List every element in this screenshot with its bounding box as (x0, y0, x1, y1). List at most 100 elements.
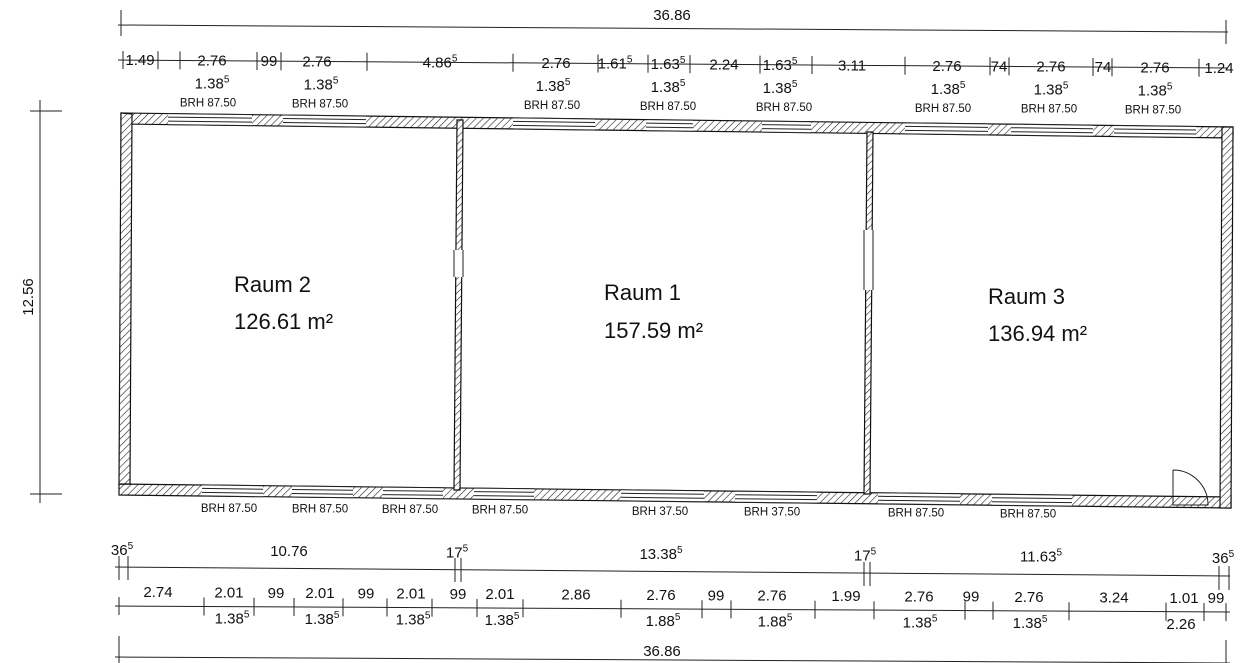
top-dimension-value: 1.49 (125, 52, 154, 69)
bottom-window-height-value: 1.38 (903, 614, 932, 631)
bottom-dimension-value: 2.76 (757, 588, 786, 605)
top-dimension-value: 2.76 (1036, 59, 1065, 76)
window-pane (991, 497, 1073, 500)
window-pane (512, 120, 596, 123)
window-pane (991, 504, 1073, 507)
right-wall (1219, 126, 1234, 509)
bottom-window-height: 1.885 (646, 612, 681, 630)
bottom-room-dimension: 365 (111, 541, 134, 559)
top-dimension-value: 2.76 (932, 58, 961, 75)
top-dimension: 2.76 (1140, 60, 1169, 77)
bottom-dimension: 99 (450, 586, 467, 603)
bottom-window-height-value: 1.88 (758, 614, 787, 631)
bottom-window-sill: BRH 87.50 (472, 505, 528, 517)
window-pane (512, 128, 596, 131)
top-dimension: 4.865 (423, 53, 458, 71)
bottom-room-dimension: 175 (446, 543, 469, 561)
window-pane (761, 131, 812, 134)
door-swing (1172, 469, 1209, 506)
bottom-room-dimension: 10.76 (270, 543, 308, 560)
top-window-sill-value: BRH 87.50 (1021, 104, 1077, 116)
window-pane (201, 484, 264, 487)
bottom-dimension: 2.01 (305, 585, 334, 602)
overall-bottom-dimension: 36.86 (114, 636, 1231, 663)
window-pane (904, 129, 989, 132)
bottom-room-dimension-superscript: 5 (1229, 549, 1235, 560)
bottom-room-dimension: 175 (854, 546, 877, 564)
bottom-window-sill: BRH 87.50 (1000, 509, 1056, 521)
top-dimension: 2.76 (302, 53, 331, 70)
window-pane (282, 118, 367, 121)
window-pane (291, 489, 354, 491)
top-window-sill: BRH 87.50 (915, 103, 971, 115)
room-name: Raum 1 (604, 280, 681, 305)
top-dimension-value: 2.76 (1140, 60, 1169, 77)
bottom-dimension: 2.74 (143, 584, 172, 601)
bottom-dimension: 1.01 (1169, 590, 1198, 607)
top-window-height-superscript: 5 (680, 78, 686, 89)
top-window-sill-value: BRH 87.50 (1125, 104, 1181, 116)
window-pane (877, 503, 961, 506)
room-area: 136.94 m² (988, 321, 1087, 346)
top-dimension-value: 2.76 (541, 55, 570, 72)
window-pane (734, 498, 818, 501)
top-dimension: 99 (261, 53, 278, 70)
window-pane (473, 498, 535, 501)
window-pane (620, 500, 705, 503)
bottom-room-dimension-value: 36 (1212, 550, 1229, 567)
top-dimension: 2.76 (1036, 59, 1065, 76)
window-pane (1010, 127, 1094, 130)
overall-height-label: 12.56 (20, 278, 37, 316)
bottom-dimension-value: 2.01 (305, 585, 334, 602)
bottom-window-height-superscript: 5 (334, 610, 340, 621)
bottom-room-dimension-superscript: 5 (463, 543, 469, 554)
bottom-dimension-value: 99 (708, 587, 725, 604)
bottom-window-height: 1.385 (1013, 614, 1048, 632)
bottom-dimension-value: 2.86 (561, 587, 590, 604)
bottom-window-height: 1.385 (396, 611, 431, 629)
top-dimension: 2.24 (709, 56, 738, 73)
bottom-window-height-superscript: 5 (675, 612, 681, 623)
overall-bottom-label: 36.86 (643, 643, 681, 660)
window-pane (201, 495, 264, 498)
top-window-sill: BRH 87.50 (640, 101, 696, 113)
top-dimension-superscript: 5 (452, 53, 458, 64)
window-pane (1010, 134, 1094, 137)
window-pane (645, 119, 694, 121)
top-window-height-value: 1.38 (195, 76, 224, 93)
top-window-height-superscript: 5 (960, 80, 966, 91)
bottom-window-height-value: 1.38 (396, 612, 425, 629)
bottom-window-height-value: 1.38 (215, 611, 244, 628)
bottom-window-height: 1.385 (485, 611, 520, 629)
top-dimension-value: 3.11 (838, 57, 866, 74)
room-labels: Raum 2 126.61 m² Raum 1 157.59 m² Raum 3 136.… (234, 272, 1087, 346)
bottom-dimension: 2.01 (485, 586, 514, 603)
top-dimension: 2.76 (197, 53, 226, 70)
bottom-window-sill: BRH 37.50 (632, 506, 688, 518)
top-window-height-value: 1.38 (536, 78, 565, 95)
window-pane (620, 496, 705, 499)
bottom-dimension-value: 3.24 (1099, 590, 1128, 607)
top-dimension: 1.615 (598, 55, 633, 73)
window-pane (1113, 125, 1197, 127)
top-dimension-value: 2.76 (197, 53, 226, 70)
window-pane (1113, 136, 1197, 138)
room-area: 126.61 m² (234, 309, 333, 334)
top-window-sill: BRH 87.50 (180, 98, 236, 110)
top-window-sill: BRH 87.50 (1021, 104, 1077, 116)
window-pane (201, 491, 264, 494)
bottom-window-sill-value: BRH 37.50 (744, 507, 800, 519)
top-window-height: 1.385 (304, 75, 339, 93)
top-window-height: 1.385 (1034, 81, 1069, 99)
window-pane (734, 494, 818, 497)
top-dimension-value: 1.63 (651, 56, 680, 73)
window-pane (734, 490, 818, 493)
bottom-window-height: 2.26 (1166, 616, 1195, 633)
top-window-height-superscript: 5 (333, 75, 339, 86)
top-window-height-value: 1.38 (304, 76, 333, 93)
window-pane (1010, 123, 1094, 126)
top-window-sill-value: BRH 87.50 (292, 98, 348, 110)
partition-wall-left (453, 119, 464, 491)
bottom-dimension-value: 2.01 (214, 585, 243, 602)
top-window-height-superscript: 5 (1063, 81, 1069, 92)
